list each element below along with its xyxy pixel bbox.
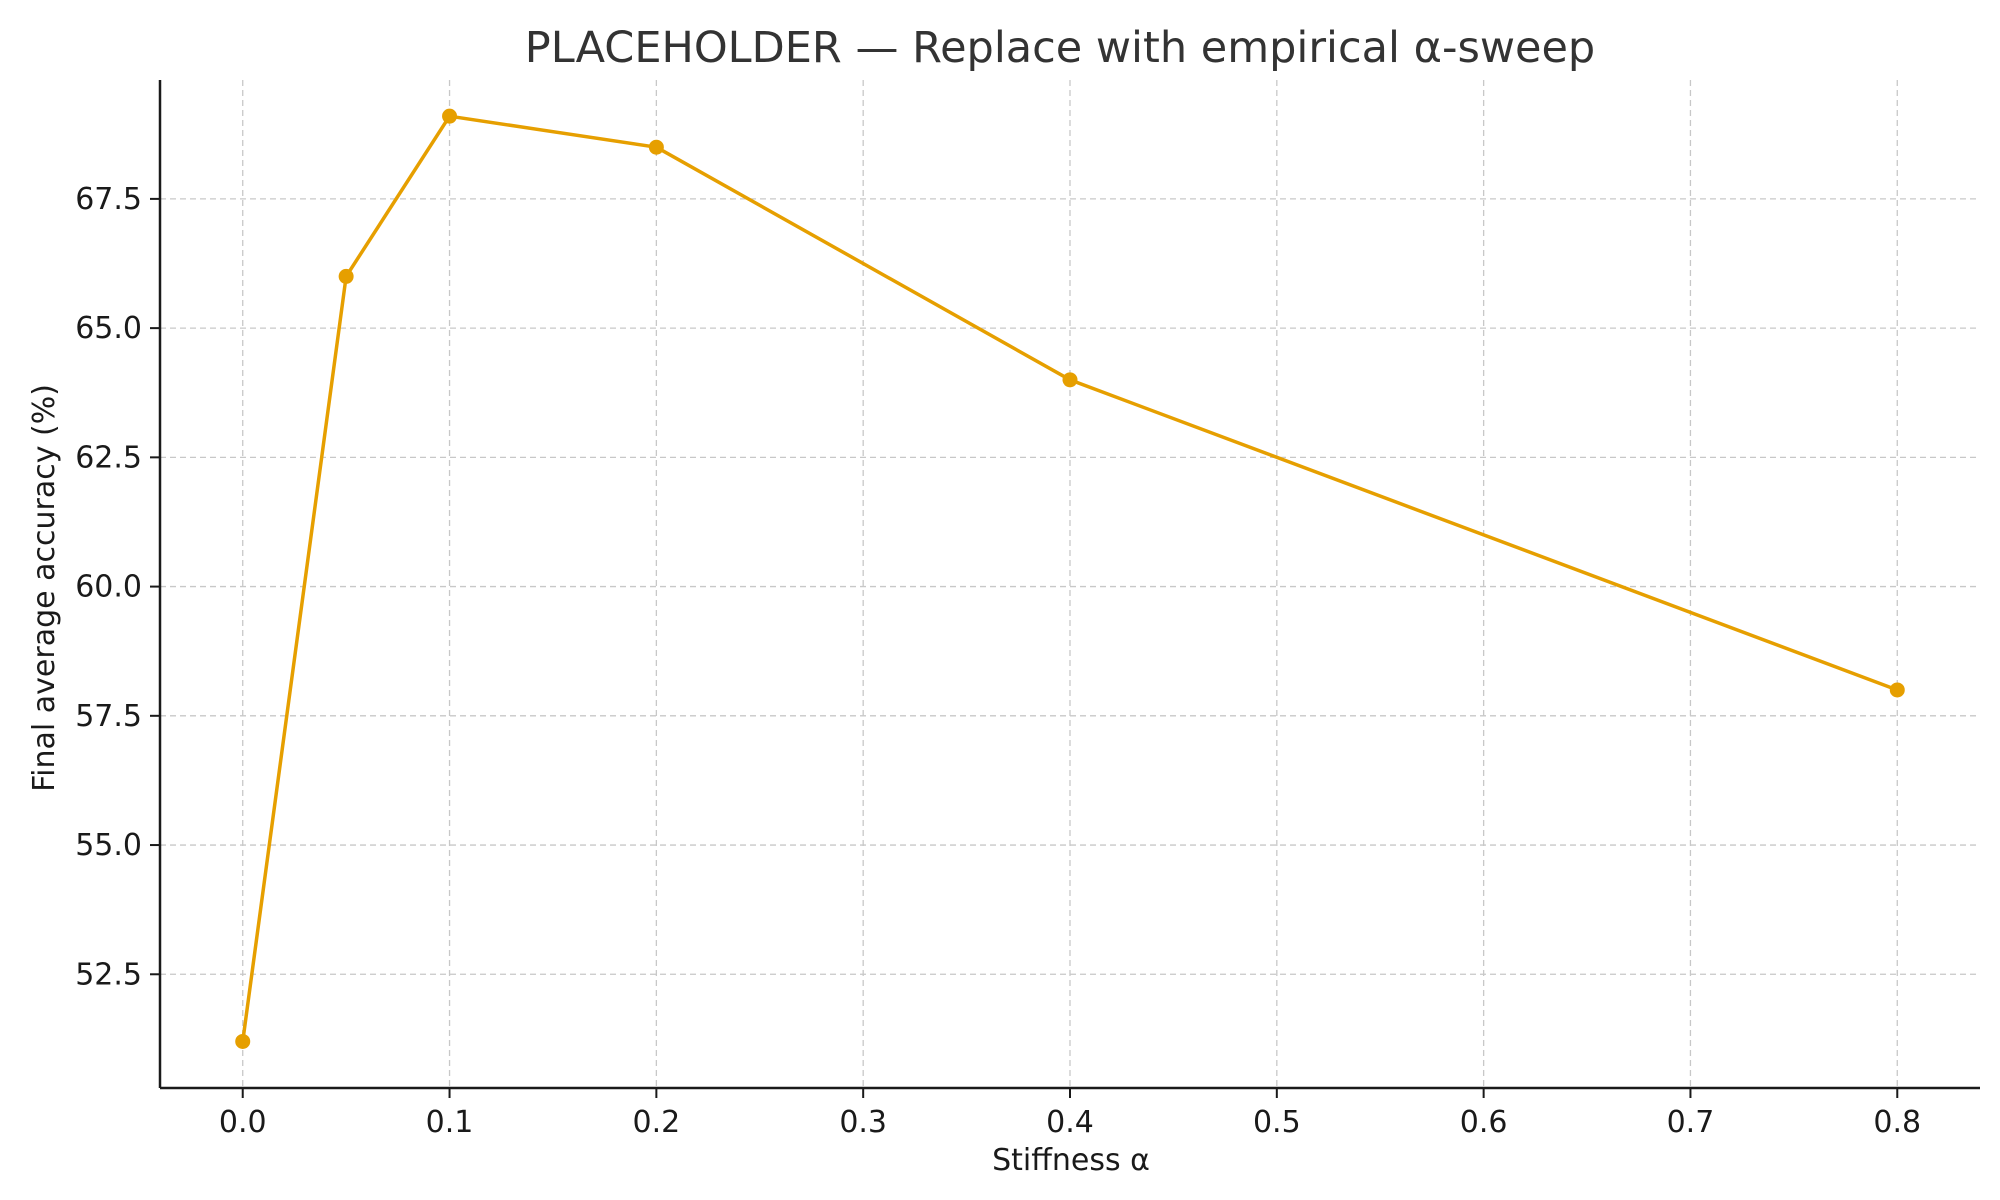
x-axis-label: Stiffness α xyxy=(992,1143,1150,1178)
y-tick-label: 62.5 xyxy=(75,440,142,475)
x-tick-label: 0.8 xyxy=(1873,1105,1921,1140)
y-tick-label: 65.0 xyxy=(75,311,142,346)
x-tick-label: 0.2 xyxy=(633,1105,681,1140)
data-point xyxy=(1062,372,1078,388)
x-tick-label: 0.1 xyxy=(426,1105,474,1140)
data-point xyxy=(442,108,458,124)
x-tick-label: 0.3 xyxy=(839,1105,887,1140)
x-tick-label: 0.4 xyxy=(1046,1105,1094,1140)
series-line xyxy=(240,114,1898,1042)
data-point xyxy=(1889,682,1905,698)
data-point xyxy=(338,268,354,284)
y-axis-label: Final average accuracy (%) xyxy=(27,384,62,792)
data-point xyxy=(235,1033,251,1049)
y-tick-label: 55.0 xyxy=(75,828,142,863)
y-tick-label: 52.5 xyxy=(75,957,142,992)
y-tick-label: 67.5 xyxy=(75,182,142,217)
chart-title: PLACEHOLDER — Replace with empirical α-s… xyxy=(525,23,1595,73)
x-tick-label: 0.5 xyxy=(1253,1105,1301,1140)
x-tick-label: 0.0 xyxy=(219,1105,267,1140)
ticks: 0.0 0.1 0.2 0.3 0.4 0.5 0.6 0.7 0.8 52.5 55.0 57.5 6… xyxy=(75,182,1921,1140)
y-tick-label: 57.5 xyxy=(75,699,142,734)
grid xyxy=(160,80,1980,1088)
y-tick-label: 60.0 xyxy=(75,570,142,605)
x-tick-label: 0.6 xyxy=(1460,1105,1508,1140)
series xyxy=(235,108,1905,1049)
data-point xyxy=(648,139,664,155)
x-tick-label: 0.7 xyxy=(1667,1105,1715,1140)
